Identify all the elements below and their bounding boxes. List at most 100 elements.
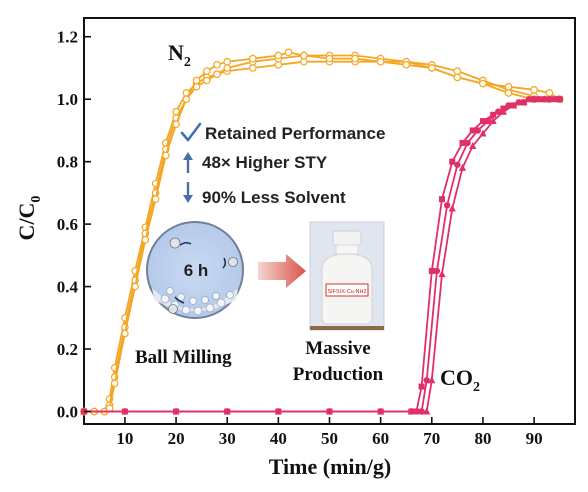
- data-point: [504, 82, 513, 91]
- data-point: [423, 377, 430, 384]
- data-point: [202, 67, 211, 75]
- arrow-down-icon: [183, 182, 193, 203]
- product-label-line2: Production: [293, 364, 384, 385]
- data-point: [479, 79, 487, 88]
- annotation-solvent: 90% Less Solvent: [202, 188, 346, 207]
- bottle-label: SIFSIX-Cu-NH2: [327, 289, 366, 295]
- data-point: [427, 64, 436, 72]
- check-icon: [180, 122, 202, 142]
- product-bottle-photo: SIFSIX-Cu-NH2: [309, 221, 385, 331]
- data-point: [172, 407, 180, 415]
- data-point: [469, 127, 476, 134]
- x-axis-title: Time (min/g): [269, 454, 391, 479]
- data-point: [274, 61, 283, 69]
- data-point: [300, 57, 308, 66]
- process-arrow: [258, 254, 306, 288]
- data-point: [202, 76, 211, 85]
- data-point: [110, 379, 119, 388]
- data-point: [131, 282, 139, 291]
- data-point: [530, 86, 538, 94]
- data-point: [325, 407, 334, 415]
- data-point: [433, 267, 441, 275]
- data-point: [223, 64, 232, 72]
- series-label-n2: N2: [168, 40, 191, 70]
- x-tick-label: 30: [219, 429, 236, 448]
- data-point: [351, 54, 359, 63]
- data-point: [274, 407, 282, 415]
- ball-milling-label: Ball Milling: [135, 347, 232, 368]
- data-point: [499, 107, 507, 115]
- data-point: [162, 151, 170, 160]
- annotation-sty: 48× Higher STY: [202, 153, 328, 172]
- data-point: [248, 54, 257, 63]
- data-point: [479, 118, 486, 125]
- y-tick-label: 0.8: [57, 153, 78, 172]
- y-tick-label: 1.0: [57, 90, 78, 109]
- x-tick-label: 90: [526, 429, 543, 448]
- data-point: [489, 117, 497, 125]
- data-point: [121, 329, 129, 338]
- series-co2: [80, 95, 564, 415]
- data-point: [423, 407, 431, 415]
- svg-text:C/C0: C/C0: [14, 196, 44, 241]
- data-point: [443, 202, 451, 209]
- x-tick-label: 10: [116, 429, 133, 448]
- data-point: [428, 267, 435, 274]
- data-point: [479, 129, 487, 137]
- data-point: [510, 101, 518, 109]
- data-point: [490, 111, 497, 118]
- data-point: [530, 95, 538, 103]
- data-point: [448, 204, 456, 212]
- data-point: [454, 161, 461, 168]
- data-point: [182, 95, 191, 104]
- y-tick-label: 0.4: [57, 278, 79, 297]
- data-point: [464, 139, 471, 147]
- data-point: [438, 270, 446, 278]
- x-tick-label: 60: [372, 429, 389, 448]
- data-point: [402, 61, 411, 69]
- data-point: [121, 407, 129, 415]
- ball-mill-illustration: 6 h: [146, 221, 244, 319]
- arrow-up-icon: [183, 152, 193, 173]
- annotation-list: Retained Performance 48× Higher STY 90% …: [180, 122, 385, 207]
- data-point: [504, 89, 513, 97]
- x-tick-label: 20: [168, 429, 185, 448]
- data-point: [151, 195, 160, 203]
- data-point: [469, 142, 477, 150]
- data-point: [520, 98, 528, 106]
- y-tick-label: 1.2: [57, 28, 78, 47]
- mill-duration: 6 h: [184, 261, 209, 280]
- data-point: [376, 57, 385, 66]
- data-point: [474, 127, 482, 134]
- data-point: [192, 76, 201, 85]
- data-point: [284, 48, 293, 57]
- data-point: [428, 376, 436, 384]
- data-point: [172, 120, 180, 128]
- data-point: [248, 64, 257, 72]
- data-point: [458, 163, 467, 171]
- data-point: [540, 95, 548, 103]
- data-point: [325, 54, 334, 63]
- x-tick-label: 80: [474, 429, 491, 448]
- data-point: [213, 61, 221, 69]
- data-point: [484, 117, 492, 125]
- data-point: [449, 158, 456, 165]
- data-point: [300, 51, 308, 60]
- y-axis-title: C/C0: [14, 196, 44, 241]
- data-point: [377, 407, 385, 415]
- data-point: [453, 67, 462, 75]
- y-tick-label: 0.6: [57, 215, 78, 234]
- data-point: [556, 95, 564, 103]
- x-tick-label: 50: [321, 429, 338, 448]
- data-point: [223, 407, 231, 415]
- series-label-co2: CO2: [440, 365, 480, 395]
- y-tick-label: 0.0: [57, 403, 78, 422]
- series-layer: [80, 48, 564, 416]
- series-line: [84, 98, 560, 413]
- data-point: [545, 89, 554, 97]
- axis-layer: 10 20 30 40 50 60 70 80 90 0.0 0.2 0.4 0.6 0.8 1.0 1.2: [57, 28, 543, 448]
- data-point: [141, 235, 150, 244]
- data-point: [407, 407, 415, 415]
- data-point: [418, 383, 425, 390]
